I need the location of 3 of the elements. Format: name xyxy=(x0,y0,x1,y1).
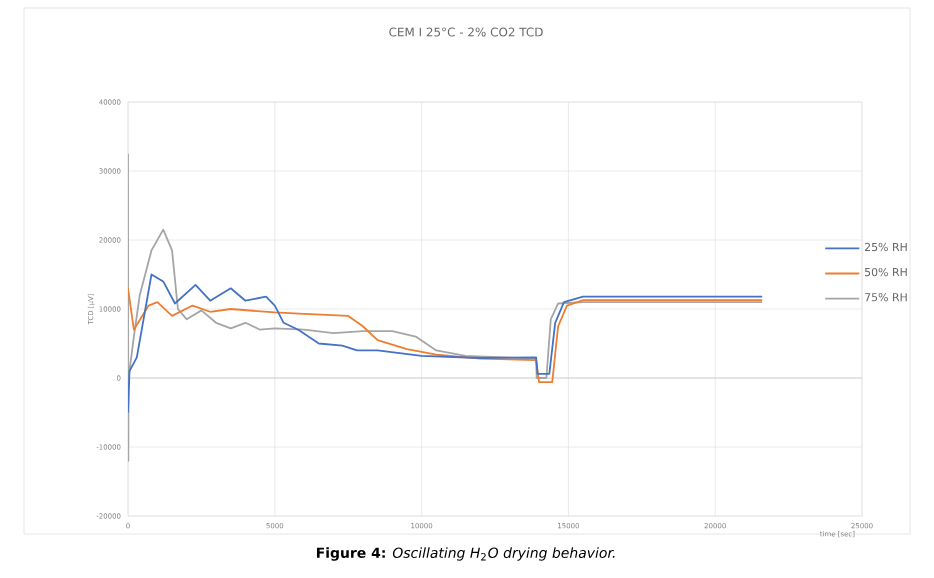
line-series xyxy=(128,287,764,384)
line-series xyxy=(128,152,764,462)
line-series xyxy=(128,273,764,414)
